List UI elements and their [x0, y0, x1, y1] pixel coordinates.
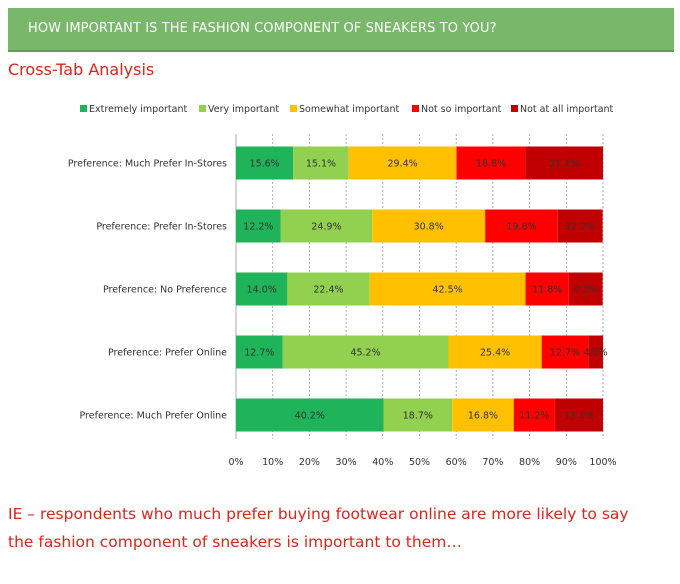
- bar-segment: [513, 398, 555, 432]
- data-label: 24.9%: [311, 222, 341, 233]
- data-label: 18.7%: [403, 411, 433, 422]
- x-tick-label: 40%: [372, 457, 393, 468]
- bar-segment: [485, 209, 558, 243]
- bar-segment: [282, 335, 449, 369]
- legend-label: Very important: [208, 104, 279, 115]
- data-label: 4.0%: [584, 348, 608, 359]
- legend-swatch: [290, 105, 297, 112]
- insight-note: IE – respondents who much prefer buying …: [8, 505, 629, 551]
- bar-segment: [236, 272, 288, 306]
- category-label: Preference: Much Prefer Online: [80, 411, 228, 422]
- bar-segment: [525, 146, 603, 180]
- subtitle: Cross-Tab Analysis: [8, 60, 155, 79]
- bar-segment: [383, 398, 453, 432]
- legend-swatch: [199, 105, 206, 112]
- bar-segment: [280, 209, 373, 243]
- header-banner: HOW IMPORTANT IS THE FASHION COMPONENT O…: [8, 8, 674, 52]
- bar-segment: [568, 272, 603, 306]
- x-tick-label: 10%: [262, 457, 283, 468]
- x-tick-label: 90%: [556, 457, 577, 468]
- category-label: Preference: No Preference: [103, 285, 227, 296]
- data-label: 42.5%: [432, 285, 462, 296]
- bar-segment: [448, 335, 542, 369]
- category-labels: Preference: Much Prefer In-Stores Prefere…: [68, 159, 227, 422]
- data-label: 21.1%: [549, 159, 579, 170]
- x-tick-label: 100%: [589, 457, 616, 468]
- data-label: 11.2%: [519, 411, 549, 422]
- legend-swatch: [80, 105, 87, 112]
- data-label: 12.7%: [550, 348, 580, 359]
- bar-segment: [293, 146, 349, 180]
- legend-label: Not so important: [421, 104, 502, 115]
- category-label: Preference: Prefer In-Stores: [96, 222, 227, 233]
- x-tick-label: 20%: [299, 457, 320, 468]
- bar-segment: [557, 209, 603, 243]
- x-tick-label: 50%: [409, 457, 430, 468]
- legend-label: Extremely important: [89, 104, 187, 115]
- bar-segment: [541, 335, 589, 369]
- legend-swatch: [511, 105, 518, 112]
- bar-segment: [236, 398, 384, 432]
- data-label: 9.2%: [574, 285, 598, 296]
- legend-swatch: [412, 105, 419, 112]
- category-label: Preference: Prefer Online: [108, 348, 227, 359]
- data-label: 29.4%: [388, 159, 418, 170]
- bar-segment: [456, 146, 526, 180]
- stacked-bar-chart: Extremely important Very important Somewha…: [68, 104, 617, 468]
- x-tick-label: 60%: [446, 457, 467, 468]
- data-label: 12.7%: [244, 348, 274, 359]
- data-label: 25.4%: [480, 348, 510, 359]
- data-label: 15.1%: [306, 159, 336, 170]
- bar-segment: [372, 209, 486, 243]
- data-label: 45.2%: [350, 348, 380, 359]
- category-label: Preference: Much Prefer In-Stores: [68, 159, 227, 170]
- data-label: 30.8%: [414, 222, 444, 233]
- data-label: 19.8%: [506, 222, 536, 233]
- x-axis-ticks: 0% 10% 20% 30% 40% 50% 60% 70% 80% 90% 100%: [228, 457, 616, 468]
- data-label: 18.8%: [476, 159, 506, 170]
- legend: Extremely important Very important Somewha…: [80, 104, 614, 115]
- data-label: 22.4%: [313, 285, 343, 296]
- page-title: HOW IMPORTANT IS THE FASHION COMPONENT O…: [28, 21, 497, 36]
- data-label: 13.1%: [564, 411, 594, 422]
- bar-segment: [554, 398, 603, 432]
- data-label: 12.2%: [243, 222, 273, 233]
- legend-label: Not at all important: [520, 104, 614, 115]
- data-label: 15.6%: [250, 159, 280, 170]
- x-tick-label: 70%: [482, 457, 503, 468]
- data-label: 40.2%: [295, 411, 325, 422]
- x-tick-label: 30%: [336, 457, 357, 468]
- bar-segment: [525, 272, 569, 306]
- data-label: 16.8%: [468, 411, 498, 422]
- bar-segment: [287, 272, 370, 306]
- x-tick-label: 80%: [519, 457, 540, 468]
- bar-segment: [236, 146, 294, 180]
- data-label: 12.2%: [565, 222, 595, 233]
- bar-segment: [348, 146, 457, 180]
- data-label: 14.0%: [247, 285, 277, 296]
- bars: 15.6% 15.1% 29.4% 18.8% 21.1% 12.2% 24.9% 30.8%…: [236, 146, 608, 432]
- bar-segment: [588, 335, 603, 369]
- legend-label: Somewhat important: [299, 104, 400, 115]
- bar-segment: [369, 272, 526, 306]
- data-label: 11.8%: [532, 285, 562, 296]
- bar-segment: [236, 209, 281, 243]
- bar-segment: [236, 335, 283, 369]
- bar-segment: [452, 398, 514, 432]
- x-tick-label: 0%: [228, 457, 243, 468]
